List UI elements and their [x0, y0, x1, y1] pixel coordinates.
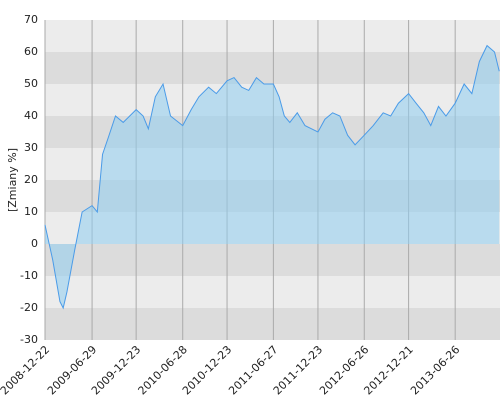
grid-band	[45, 276, 500, 308]
y-tick-label: 70	[24, 13, 38, 26]
y-tick-label: 40	[24, 109, 38, 122]
x-tick-label: 2013-06-26	[408, 343, 462, 397]
y-axis-label: [Zmiany %]	[6, 148, 19, 212]
y-tick-label: 10	[24, 205, 38, 218]
grid-band	[45, 52, 500, 84]
grid-band	[45, 20, 500, 52]
area-fill	[45, 45, 500, 308]
y-tick-label: 30	[24, 141, 38, 154]
y-tick-label: -30	[20, 333, 38, 346]
y-tick-label: 20	[24, 173, 38, 186]
y-tick-label: 60	[24, 45, 38, 58]
x-tick-label: 2008-12-22	[0, 343, 52, 397]
y-tick-label: 50	[24, 77, 38, 90]
y-tick-label: 0	[31, 237, 38, 250]
y-tick-label: -10	[20, 269, 38, 282]
area-line	[44, 44, 500, 310]
grid-band	[45, 308, 500, 340]
grid-band	[45, 244, 500, 276]
y-tick-label: -20	[20, 301, 38, 314]
